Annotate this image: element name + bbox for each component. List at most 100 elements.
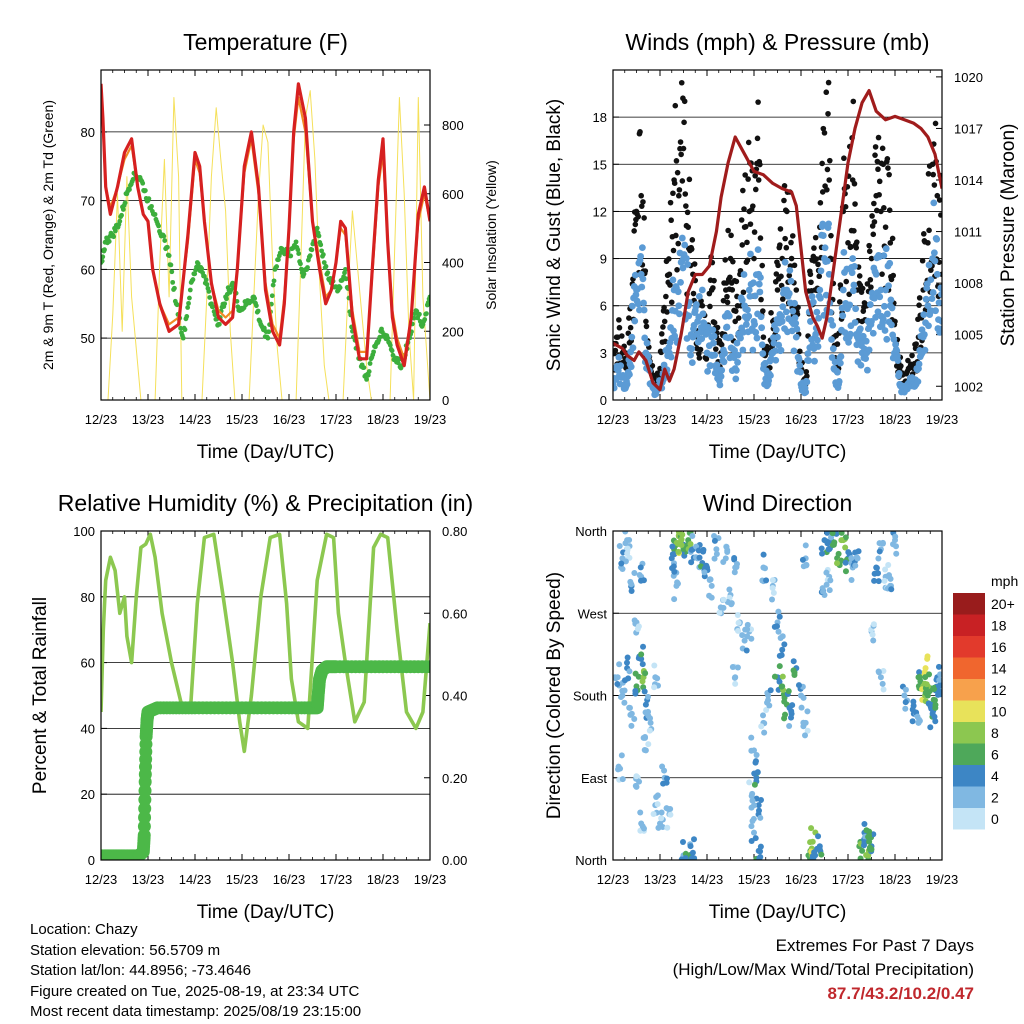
chart-panel-4: Wind Direction North East South West North 12/… <box>544 490 1018 923</box>
direction-point <box>799 556 806 563</box>
direction-point <box>940 677 942 683</box>
data-point <box>305 265 310 270</box>
data-point <box>813 256 820 262</box>
y-tick-label: West <box>578 606 608 621</box>
x-axis-label: Time (Day/UTC) <box>197 442 335 463</box>
data-point <box>675 240 682 247</box>
direction-point <box>776 663 783 670</box>
data-point <box>224 296 229 302</box>
direction-point <box>775 608 782 615</box>
data-point <box>936 325 942 333</box>
data-point <box>613 384 618 392</box>
data-point <box>792 319 800 327</box>
data-point <box>758 341 766 349</box>
data-point <box>640 199 646 205</box>
data-point <box>690 290 697 297</box>
direction-point <box>711 533 718 540</box>
data-point <box>698 286 706 294</box>
data-point <box>938 290 942 298</box>
direction-point <box>754 769 761 776</box>
data-point <box>785 290 793 297</box>
data-point <box>919 257 926 264</box>
direction-point <box>857 855 864 860</box>
data-point <box>122 200 128 206</box>
x-axis-label: Time (Day/UTC) <box>709 442 847 463</box>
data-point <box>793 287 800 293</box>
data-point <box>723 323 731 331</box>
data-point <box>816 273 823 280</box>
data-point <box>739 242 746 248</box>
data-point <box>849 287 857 295</box>
data-point <box>851 180 858 187</box>
data-point <box>686 176 693 183</box>
data-point <box>261 325 267 331</box>
data-point <box>740 187 746 194</box>
direction-point <box>752 759 759 766</box>
data-point <box>877 286 885 294</box>
direction-point <box>871 577 878 584</box>
direction-point <box>776 613 783 620</box>
direction-point <box>789 702 796 709</box>
x-tick-label: 15/23 <box>226 872 259 887</box>
data-point <box>636 306 643 314</box>
data-point <box>184 314 190 319</box>
data-point <box>895 370 903 377</box>
direction-point <box>931 713 938 720</box>
data-point <box>931 182 938 188</box>
data-point <box>295 247 301 253</box>
data-point <box>309 247 315 253</box>
direction-point <box>875 578 882 585</box>
data-point <box>846 301 854 309</box>
data-point <box>914 378 922 386</box>
data-point <box>782 235 788 242</box>
data-point <box>754 135 761 142</box>
data-point <box>778 318 786 325</box>
data-point <box>938 212 942 218</box>
data-point <box>928 295 936 303</box>
direction-point <box>756 855 763 860</box>
data-point <box>710 332 718 340</box>
direction-point <box>687 843 694 850</box>
direction-point <box>802 732 809 739</box>
direction-point <box>691 836 698 843</box>
direction-point <box>682 855 689 860</box>
direction-point <box>621 699 628 706</box>
data-point <box>638 244 646 252</box>
data-point <box>691 261 698 267</box>
data-point <box>613 347 619 354</box>
data-point <box>718 341 725 348</box>
direction-point <box>739 632 746 639</box>
data-point <box>683 255 690 262</box>
data-point <box>796 362 804 369</box>
direction-point <box>624 654 631 661</box>
data-point <box>786 272 793 279</box>
data-point <box>389 348 395 354</box>
data-point <box>932 120 939 127</box>
data-point <box>757 313 765 321</box>
legend-swatch <box>953 614 985 636</box>
y-tick-label: North <box>575 524 607 539</box>
data-point <box>789 307 797 315</box>
direction-point <box>631 569 638 576</box>
data-point <box>230 280 236 286</box>
y2-tick-label: 0.00 <box>442 853 467 868</box>
data-point <box>423 660 430 674</box>
data-point <box>930 199 938 207</box>
direction-point <box>748 635 755 642</box>
direction-point <box>819 550 826 557</box>
x-tick-label: 17/23 <box>320 412 353 427</box>
direction-point <box>916 673 923 680</box>
data-point <box>876 178 883 185</box>
legend-label: 20+ <box>991 596 1015 612</box>
direction-point <box>785 688 792 695</box>
direction-point <box>770 589 777 596</box>
data-point <box>757 235 764 241</box>
data-point <box>782 308 790 316</box>
x-tick-label: 15/23 <box>226 412 259 427</box>
data-point <box>925 261 933 269</box>
direction-point <box>634 626 641 633</box>
data-point <box>641 334 649 342</box>
data-point <box>837 353 845 360</box>
direction-point <box>834 560 841 567</box>
direction-point <box>734 560 741 567</box>
